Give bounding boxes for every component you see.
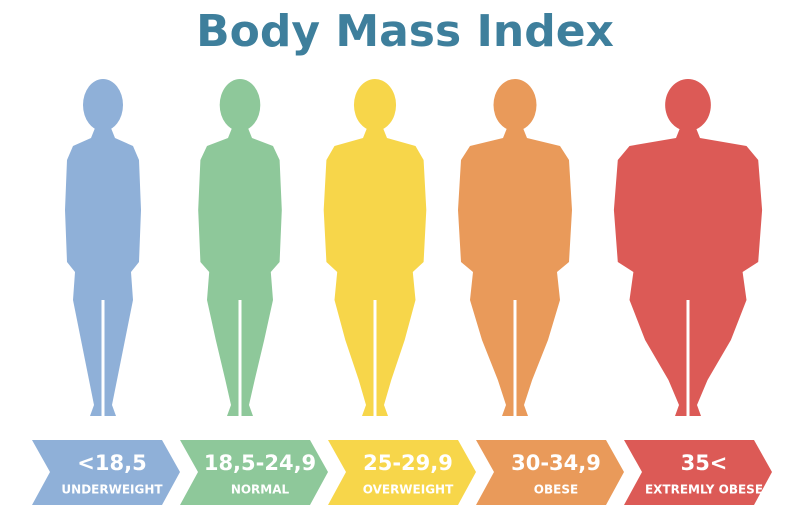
silhouette-body	[65, 128, 141, 416]
bmi-label: UNDERWEIGHT	[61, 483, 163, 497]
silhouette-head	[353, 79, 397, 131]
silhouette-head	[665, 79, 711, 131]
bmi-range: 35<	[681, 451, 728, 475]
bmi-range: <18,5	[77, 451, 146, 475]
bmi-range: 25-29,9	[363, 451, 453, 475]
silhouette-head	[493, 79, 537, 131]
silhouette-body	[323, 128, 427, 416]
category-arrow	[328, 440, 476, 505]
silhouette-body	[198, 128, 282, 416]
silhouette-body	[458, 128, 572, 416]
category-arrow	[624, 440, 772, 505]
category-arrow	[32, 440, 180, 505]
silhouette-head	[219, 79, 261, 131]
silhouette-body	[613, 128, 763, 416]
bmi-label: OBESE	[534, 483, 578, 497]
bmi-range: 30-34,9	[511, 451, 601, 475]
silhouette-head	[83, 79, 123, 131]
bmi-label: EXTREMLY OBESE	[645, 483, 763, 497]
category-arrow	[476, 440, 624, 505]
bmi-label: NORMAL	[231, 483, 290, 497]
title: Body Mass Index	[196, 6, 614, 57]
bmi-range: 18,5-24,9	[204, 451, 316, 475]
category-arrow	[180, 440, 328, 505]
bmi-label: OVERWEIGHT	[363, 483, 454, 497]
